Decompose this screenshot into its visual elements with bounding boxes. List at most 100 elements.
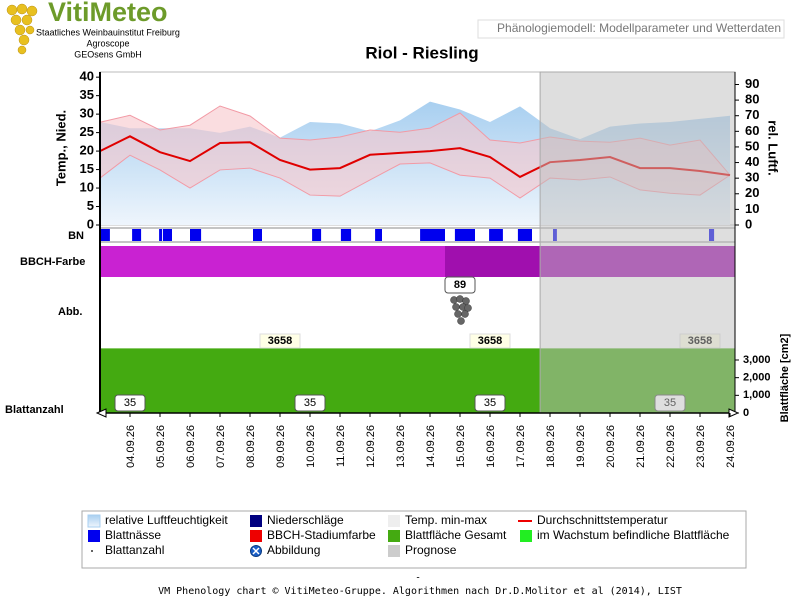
legend-label: Temp. min-max <box>405 513 487 527</box>
legend-swatch <box>250 515 262 527</box>
wetness-period <box>190 229 202 241</box>
wetness-period <box>420 229 445 241</box>
x-tick-label: 16.09.26 <box>485 425 497 468</box>
x-tick-label: 11.09.26 <box>335 425 347 467</box>
leaf-area-tick-label: 2,000 <box>743 372 771 384</box>
leaf-area-tick-label: 3,000 <box>743 354 771 366</box>
legend-label: relative Luftfeuchtigkeit <box>105 513 228 527</box>
bbch-stage <box>100 246 445 277</box>
legend-swatch <box>520 530 532 542</box>
legend-label: im Wachstum befindliche Blattfläche <box>537 528 730 542</box>
y-tick-label: 10 <box>80 179 94 194</box>
leaf-count-box <box>474 394 506 412</box>
leaf-count-label: 35 <box>304 397 316 409</box>
x-tick-label: 14.09.26 <box>425 425 437 468</box>
y2-tick-label: 90 <box>745 76 759 91</box>
x-tick-label: 07.09.26 <box>215 425 227 468</box>
y-tick-label: 20 <box>80 143 94 158</box>
x-tick-label: 09.09.26 <box>275 425 287 468</box>
grape-berry <box>452 303 460 311</box>
legend-label: Abbildung <box>267 543 320 557</box>
wetness-period <box>132 229 142 241</box>
legend-swatch <box>250 530 262 542</box>
wetness-period <box>100 229 110 241</box>
leaf-area-label: 3658 <box>268 335 292 347</box>
x-tick-label: 12.09.26 <box>365 425 377 468</box>
chart-title: Riol - Riesling <box>365 43 478 62</box>
org-line: GEOsens GmbH <box>74 49 142 59</box>
row-label: BN <box>68 230 84 242</box>
bbch-label-box <box>444 276 476 294</box>
y-tick-label: 35 <box>80 87 94 102</box>
y-tick-label: 30 <box>80 106 94 121</box>
wetness-period <box>253 229 262 241</box>
grape-berry <box>461 310 469 318</box>
x-tick-label: 10.09.26 <box>305 425 317 468</box>
y2-tick-label: 30 <box>745 170 759 185</box>
y-tick-label: 5 <box>87 198 94 213</box>
legend: relative Luftfeuchtigkeit Niederschläge Te… <box>87 513 730 557</box>
y2-tick-label: 70 <box>745 107 759 122</box>
x-tick-label: 17.09.26 <box>515 425 527 468</box>
wetness-period <box>375 229 382 241</box>
grape-image <box>450 295 472 325</box>
y2-tick-label: 50 <box>745 138 759 153</box>
x-tick-label: 18.09.26 <box>545 425 557 468</box>
logo-text: VitiMeteo <box>48 0 168 27</box>
org-line: Staatliches Weinbauinstitut Freiburg <box>36 27 180 37</box>
x-tick-label: 08.09.26 <box>245 425 257 468</box>
leaf-count-box <box>114 394 146 412</box>
y2-axis-label: rel. Luftf. <box>766 120 781 176</box>
x-tick-label: 23.09.26 <box>695 425 707 468</box>
wetness-period <box>489 229 503 241</box>
footer: VM Phenology chart © VitiMeteo-Gruppe. A… <box>158 586 682 597</box>
y-tick-label: 15 <box>80 161 94 176</box>
row-label: Blattanzahl <box>5 404 64 416</box>
legend-swatch <box>91 550 93 552</box>
x-tick-label: 04.09.26 <box>125 425 137 468</box>
legend-swatch <box>388 545 400 557</box>
legend-swatch <box>87 514 101 528</box>
y2-tick-label: 0 <box>745 216 752 231</box>
y-tick-label: 40 <box>80 69 94 84</box>
grape-berry <box>457 317 465 325</box>
y2-tick-label: 20 <box>745 185 759 200</box>
legend-box <box>81 510 747 569</box>
page-title-box <box>477 19 785 39</box>
leaf-count-label: 35 <box>484 397 496 409</box>
y2-tick-label: 40 <box>745 154 759 169</box>
legend-label: Niederschläge <box>267 513 344 527</box>
page-title: Phänologiemodell: Modellparameter und We… <box>497 21 781 35</box>
wetness-period <box>454 229 475 241</box>
legend-swatch-cross <box>252 547 260 555</box>
leaf-count-box <box>294 394 326 412</box>
leaf-area-tick-label: 0 <box>743 407 749 419</box>
grape-berry <box>462 297 470 305</box>
legend-swatch <box>88 530 100 542</box>
wetness-period <box>517 229 532 241</box>
legend-swatch <box>388 530 400 542</box>
grape-berry <box>454 310 462 318</box>
x-tick-label: 05.09.26 <box>155 425 167 468</box>
leaf-area-label-box <box>469 333 511 349</box>
leaf-area-label: 3658 <box>478 335 502 347</box>
legend-label: BBCH-Stadiumfarbe <box>267 528 376 542</box>
x-tick-label: 19.09.26 <box>575 425 587 468</box>
x-tick-label: 20.09.26 <box>605 425 617 468</box>
y-axis-label: Temp., Nied. <box>53 110 68 186</box>
legend-swatch <box>388 515 400 527</box>
y2-tick-label: 10 <box>745 201 759 216</box>
grape-berry <box>464 304 472 312</box>
row-label: Abb. <box>58 306 82 318</box>
leaf-count-label: 35 <box>124 397 136 409</box>
bbch-label: 89 <box>454 279 466 291</box>
y2-tick-label: 60 <box>745 123 759 138</box>
legend-label: Blattfläche Gesamt <box>405 528 507 542</box>
legend-label: Blattanzahl <box>105 543 164 557</box>
leaf-area-tick-label: 1,000 <box>743 389 771 401</box>
wetness-period <box>163 229 172 241</box>
org-line: Agroscope <box>86 38 129 48</box>
leaf-area-axis-label: Blattfläche [cm2] <box>779 333 791 422</box>
legend-label: Blattnässe <box>105 528 161 542</box>
